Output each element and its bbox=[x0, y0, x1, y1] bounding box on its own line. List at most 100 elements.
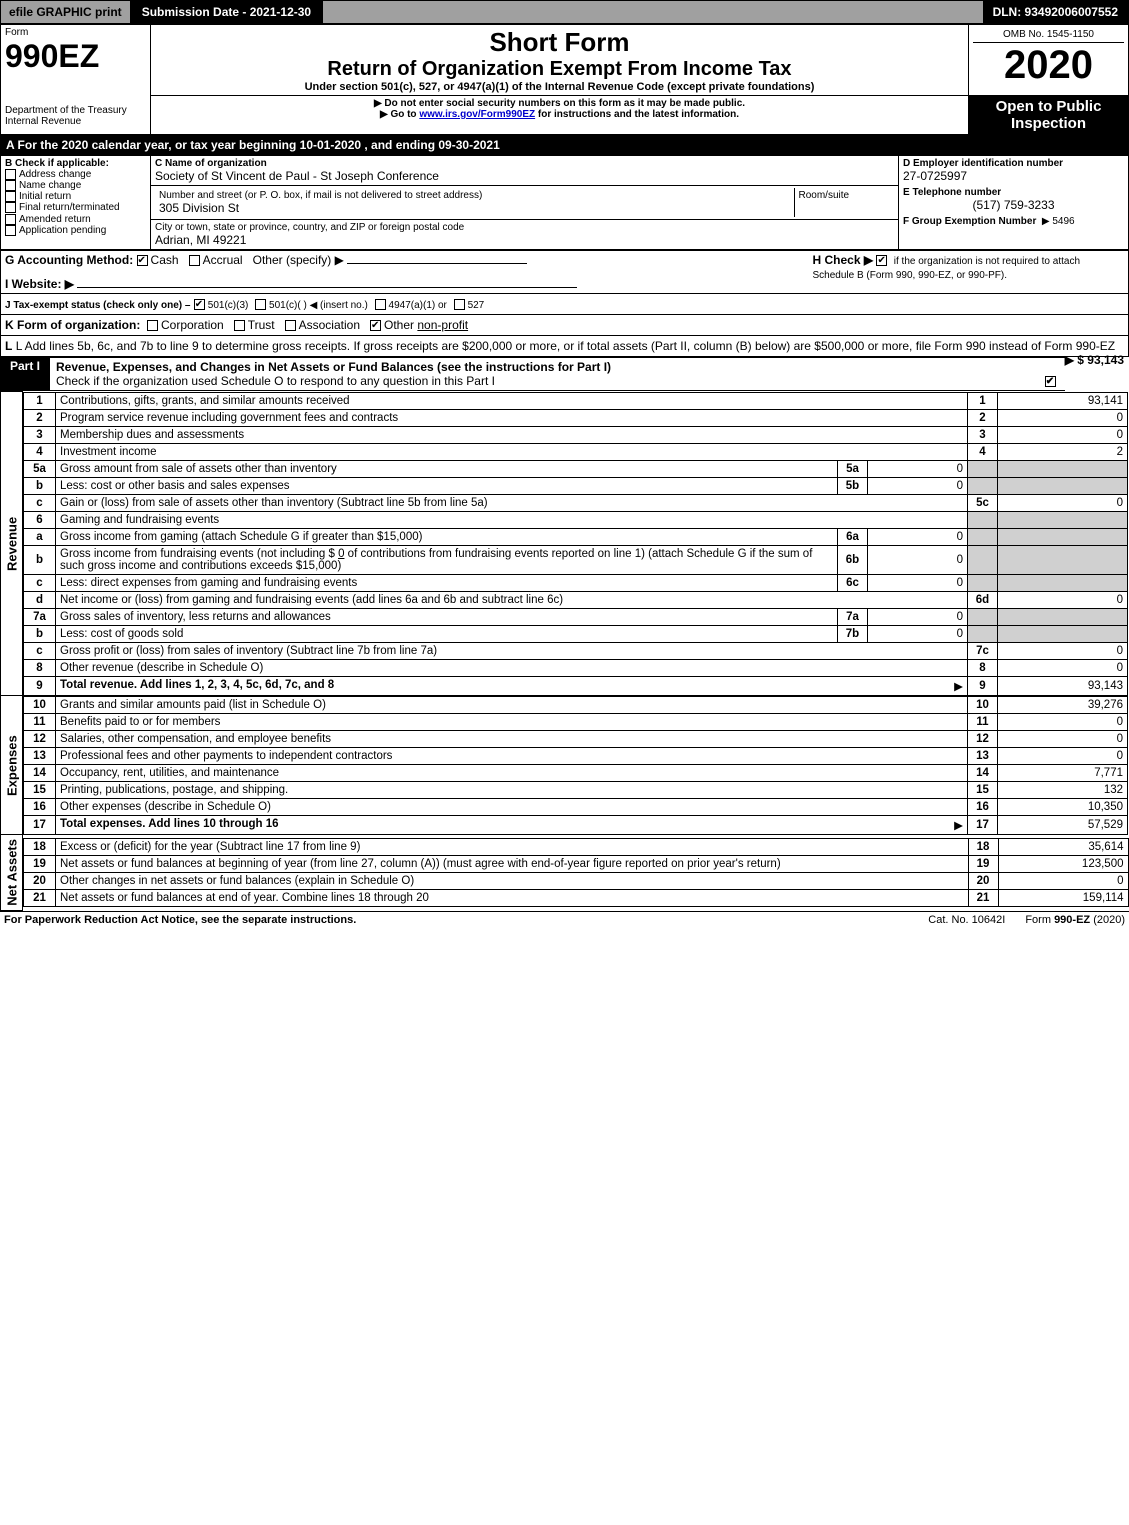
l12-rv: 0 bbox=[998, 730, 1128, 747]
part-i-label: Part I bbox=[0, 357, 50, 391]
efile-label[interactable]: efile GRAPHIC print bbox=[1, 1, 132, 23]
part-i-body: Revenue 1Contributions, gifts, grants, a… bbox=[0, 391, 1129, 911]
chk-527[interactable] bbox=[454, 299, 465, 310]
other-org-value: non-profit bbox=[417, 318, 468, 332]
line-g: G Accounting Method: Cash Accrual Other … bbox=[1, 251, 809, 294]
irs-link[interactable]: www.irs.gov/Form990EZ bbox=[419, 109, 535, 120]
line-a-header: A For the 2020 calendar year, or tax yea… bbox=[0, 135, 1129, 155]
chk-501c3[interactable] bbox=[194, 299, 205, 310]
lbl-501c: 501(c)( ) ◀ (insert no.) bbox=[269, 300, 368, 311]
chk-name-change[interactable]: Name change bbox=[5, 180, 146, 191]
chk-address-change[interactable]: Address change bbox=[5, 169, 146, 180]
lbl-trust: Trust bbox=[248, 318, 275, 332]
l17-num: 17 bbox=[24, 815, 56, 834]
l20-rn: 20 bbox=[968, 872, 998, 889]
l8-num: 8 bbox=[24, 659, 56, 676]
l14-rn: 14 bbox=[968, 764, 998, 781]
l6b-num: b bbox=[24, 545, 56, 574]
l9-rv: 93,143 bbox=[998, 676, 1128, 695]
chk-sched-o-parti[interactable] bbox=[1045, 376, 1056, 387]
side-revenue: Revenue bbox=[1, 392, 23, 696]
l11-rn: 11 bbox=[968, 713, 998, 730]
form-word: Form bbox=[5, 27, 146, 38]
l13-desc: Professional fees and other payments to … bbox=[60, 750, 392, 762]
l8-rv: 0 bbox=[998, 659, 1128, 676]
l19-rv: 123,500 bbox=[998, 855, 1128, 872]
l16-desc: Other expenses (describe in Schedule O) bbox=[60, 801, 271, 813]
line-k: K Form of organization: Corporation Trus… bbox=[0, 315, 1129, 336]
chk-accrual[interactable] bbox=[189, 255, 200, 266]
l7b-num: b bbox=[24, 625, 56, 642]
l6c-bn: 6c bbox=[838, 574, 868, 591]
l15-rn: 15 bbox=[968, 781, 998, 798]
l6c-num: c bbox=[24, 574, 56, 591]
l17-rn: 17 bbox=[968, 815, 998, 834]
label-org-name: C Name of organization bbox=[155, 158, 894, 169]
l18-rv: 35,614 bbox=[998, 838, 1128, 855]
l5b-shade2 bbox=[998, 477, 1128, 494]
chk-application-pending[interactable]: Application pending bbox=[5, 225, 146, 236]
chk-schedule-b[interactable] bbox=[876, 255, 887, 266]
chk-corp[interactable] bbox=[147, 320, 158, 331]
part-i-title: Revenue, Expenses, and Changes in Net As… bbox=[50, 357, 1065, 391]
box-c-city: City or town, state or province, country… bbox=[151, 220, 899, 250]
l2-desc: Program service revenue including govern… bbox=[60, 412, 398, 424]
l1-rv: 93,141 bbox=[998, 392, 1128, 409]
chk-initial-return[interactable]: Initial return bbox=[5, 191, 146, 202]
l6c-shade2 bbox=[998, 574, 1128, 591]
l4-rv: 2 bbox=[998, 443, 1128, 460]
dln-label: DLN: 93492006007552 bbox=[983, 1, 1128, 23]
l7b-shade2 bbox=[998, 625, 1128, 642]
l5c-desc: Gain or (loss) from sale of assets other… bbox=[60, 497, 488, 509]
box-def: D Employer identification number 27-0725… bbox=[899, 156, 1129, 250]
l5b-shade1 bbox=[968, 477, 998, 494]
l20-rv: 0 bbox=[998, 872, 1128, 889]
l20-num: 20 bbox=[24, 872, 56, 889]
chk-4947[interactable] bbox=[375, 299, 386, 310]
box-b-title: B Check if applicable: bbox=[5, 158, 146, 169]
line-h: H Check ▶ if the organization is not req… bbox=[809, 251, 1129, 294]
omb-number: OMB No. 1545-1150 bbox=[973, 27, 1124, 43]
lbl-corp: Corporation bbox=[161, 318, 224, 332]
form-header-table: Form 990EZ Department of the Treasury In… bbox=[0, 24, 1129, 135]
label-ein: D Employer identification number bbox=[903, 158, 1124, 169]
chk-cash[interactable] bbox=[137, 255, 148, 266]
l10-rn: 10 bbox=[968, 696, 998, 713]
chk-501c[interactable] bbox=[255, 299, 266, 310]
l6d-num: d bbox=[24, 591, 56, 608]
chk-assoc[interactable] bbox=[285, 320, 296, 331]
lbl-cash: Cash bbox=[151, 253, 179, 267]
l14-rv: 7,771 bbox=[998, 764, 1128, 781]
l18-desc: Excess or (deficit) for the year (Subtra… bbox=[60, 841, 360, 853]
l21-num: 21 bbox=[24, 889, 56, 906]
chk-amended-return[interactable]: Amended return bbox=[5, 214, 146, 225]
tax-year: 2020 bbox=[973, 43, 1124, 88]
l1-num: 1 bbox=[24, 392, 56, 409]
l6b-amt: 0 bbox=[338, 548, 344, 560]
l6b-shade2 bbox=[998, 545, 1128, 574]
page-footer: For Paperwork Reduction Act Notice, see … bbox=[0, 911, 1129, 928]
l14-num: 14 bbox=[24, 764, 56, 781]
l18-rn: 18 bbox=[968, 838, 998, 855]
l7b-desc: Less: cost of goods sold bbox=[60, 628, 183, 640]
l6b-bv: 0 bbox=[868, 545, 968, 574]
lines-gh-table: G Accounting Method: Cash Accrual Other … bbox=[0, 250, 1129, 294]
l6a-shade2 bbox=[998, 528, 1128, 545]
netassets-lines: 18 Excess or (deficit) for the year (Subt… bbox=[23, 838, 1129, 907]
l12-desc: Salaries, other compensation, and employ… bbox=[60, 733, 331, 745]
l13-num: 13 bbox=[24, 747, 56, 764]
chk-other-org[interactable] bbox=[370, 320, 381, 331]
l9-desc: Total revenue. Add lines 1, 2, 3, 4, 5c,… bbox=[60, 679, 334, 691]
chk-final-return[interactable]: Final return/terminated bbox=[5, 202, 146, 213]
l7a-num: 7a bbox=[24, 608, 56, 625]
box-c-name: C Name of organization Society of St Vin… bbox=[151, 156, 899, 186]
line-i: I Website: ▶ bbox=[5, 277, 74, 291]
chk-trust[interactable] bbox=[234, 320, 245, 331]
label-city: City or town, state or province, country… bbox=[155, 222, 894, 233]
l6d-rn: 6d bbox=[968, 591, 998, 608]
instructions-cell: ▶ Do not enter social security numbers o… bbox=[151, 96, 969, 135]
line-j: J Tax-exempt status (check only one) – 5… bbox=[0, 294, 1129, 315]
l5b-bv: 0 bbox=[868, 477, 968, 494]
footer-mid: Cat. No. 10642I bbox=[908, 914, 1025, 926]
l6a-shade1 bbox=[968, 528, 998, 545]
